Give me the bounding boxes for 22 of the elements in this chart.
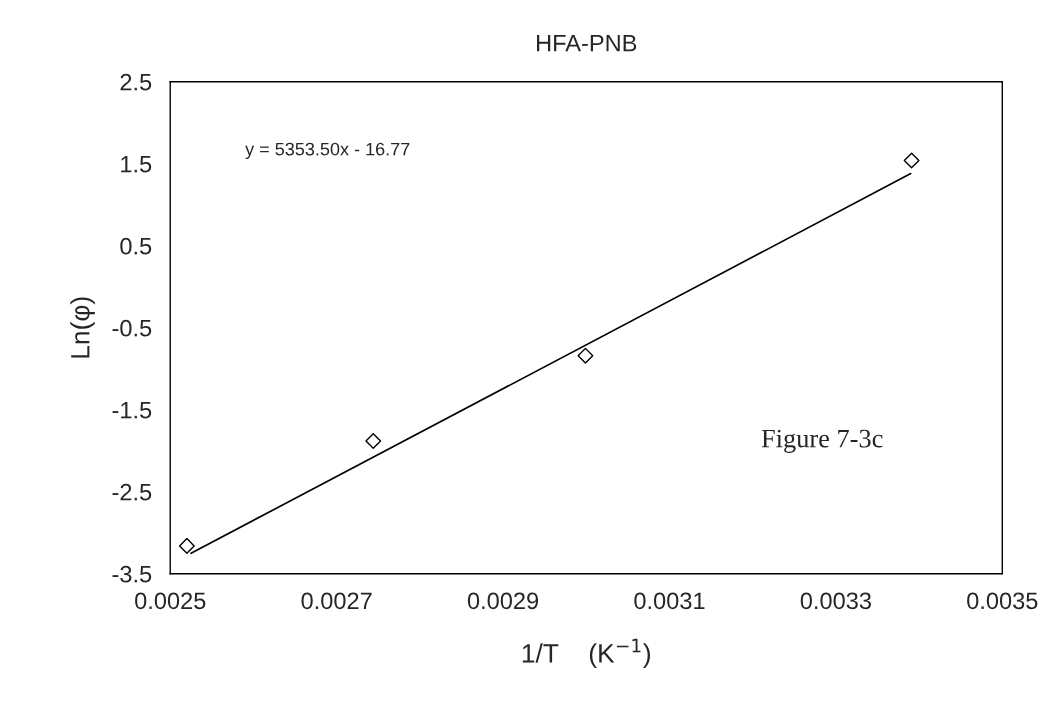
chart-title: HFA-PNB [537,34,637,52]
x-tick-label: 0.0027 [301,592,372,610]
annotation: y = 5353.50x - 16.77 [245,142,410,160]
y-tick-label: 2.5 [120,73,152,91]
annotation: Figure 7-3c [761,429,883,453]
point [903,152,920,169]
y-tick-label: -0.5 [112,319,152,337]
x-axis-title: 1/T (K$^{−1}$) [522,638,651,668]
y-tick-label: -1.5 [112,402,152,419]
x-tick-label: 0.0035 [967,592,1038,610]
point [178,537,195,554]
x-tick-label: 0.0025 [135,592,206,610]
x-tick-label: 0.0033 [800,592,871,610]
y-tick-label: 1.5 [121,156,152,173]
y-tick-label: 0.5 [120,237,152,255]
x-tick-label: 0.0031 [634,592,705,610]
y-tick-label: -3.5 [112,565,152,583]
point [365,432,382,449]
y-axis-title: Ln(φ) [70,297,95,358]
point [577,347,594,364]
x-tick-label: 0.0029 [467,592,539,610]
y-tick-label: -2.5 [112,483,152,501]
